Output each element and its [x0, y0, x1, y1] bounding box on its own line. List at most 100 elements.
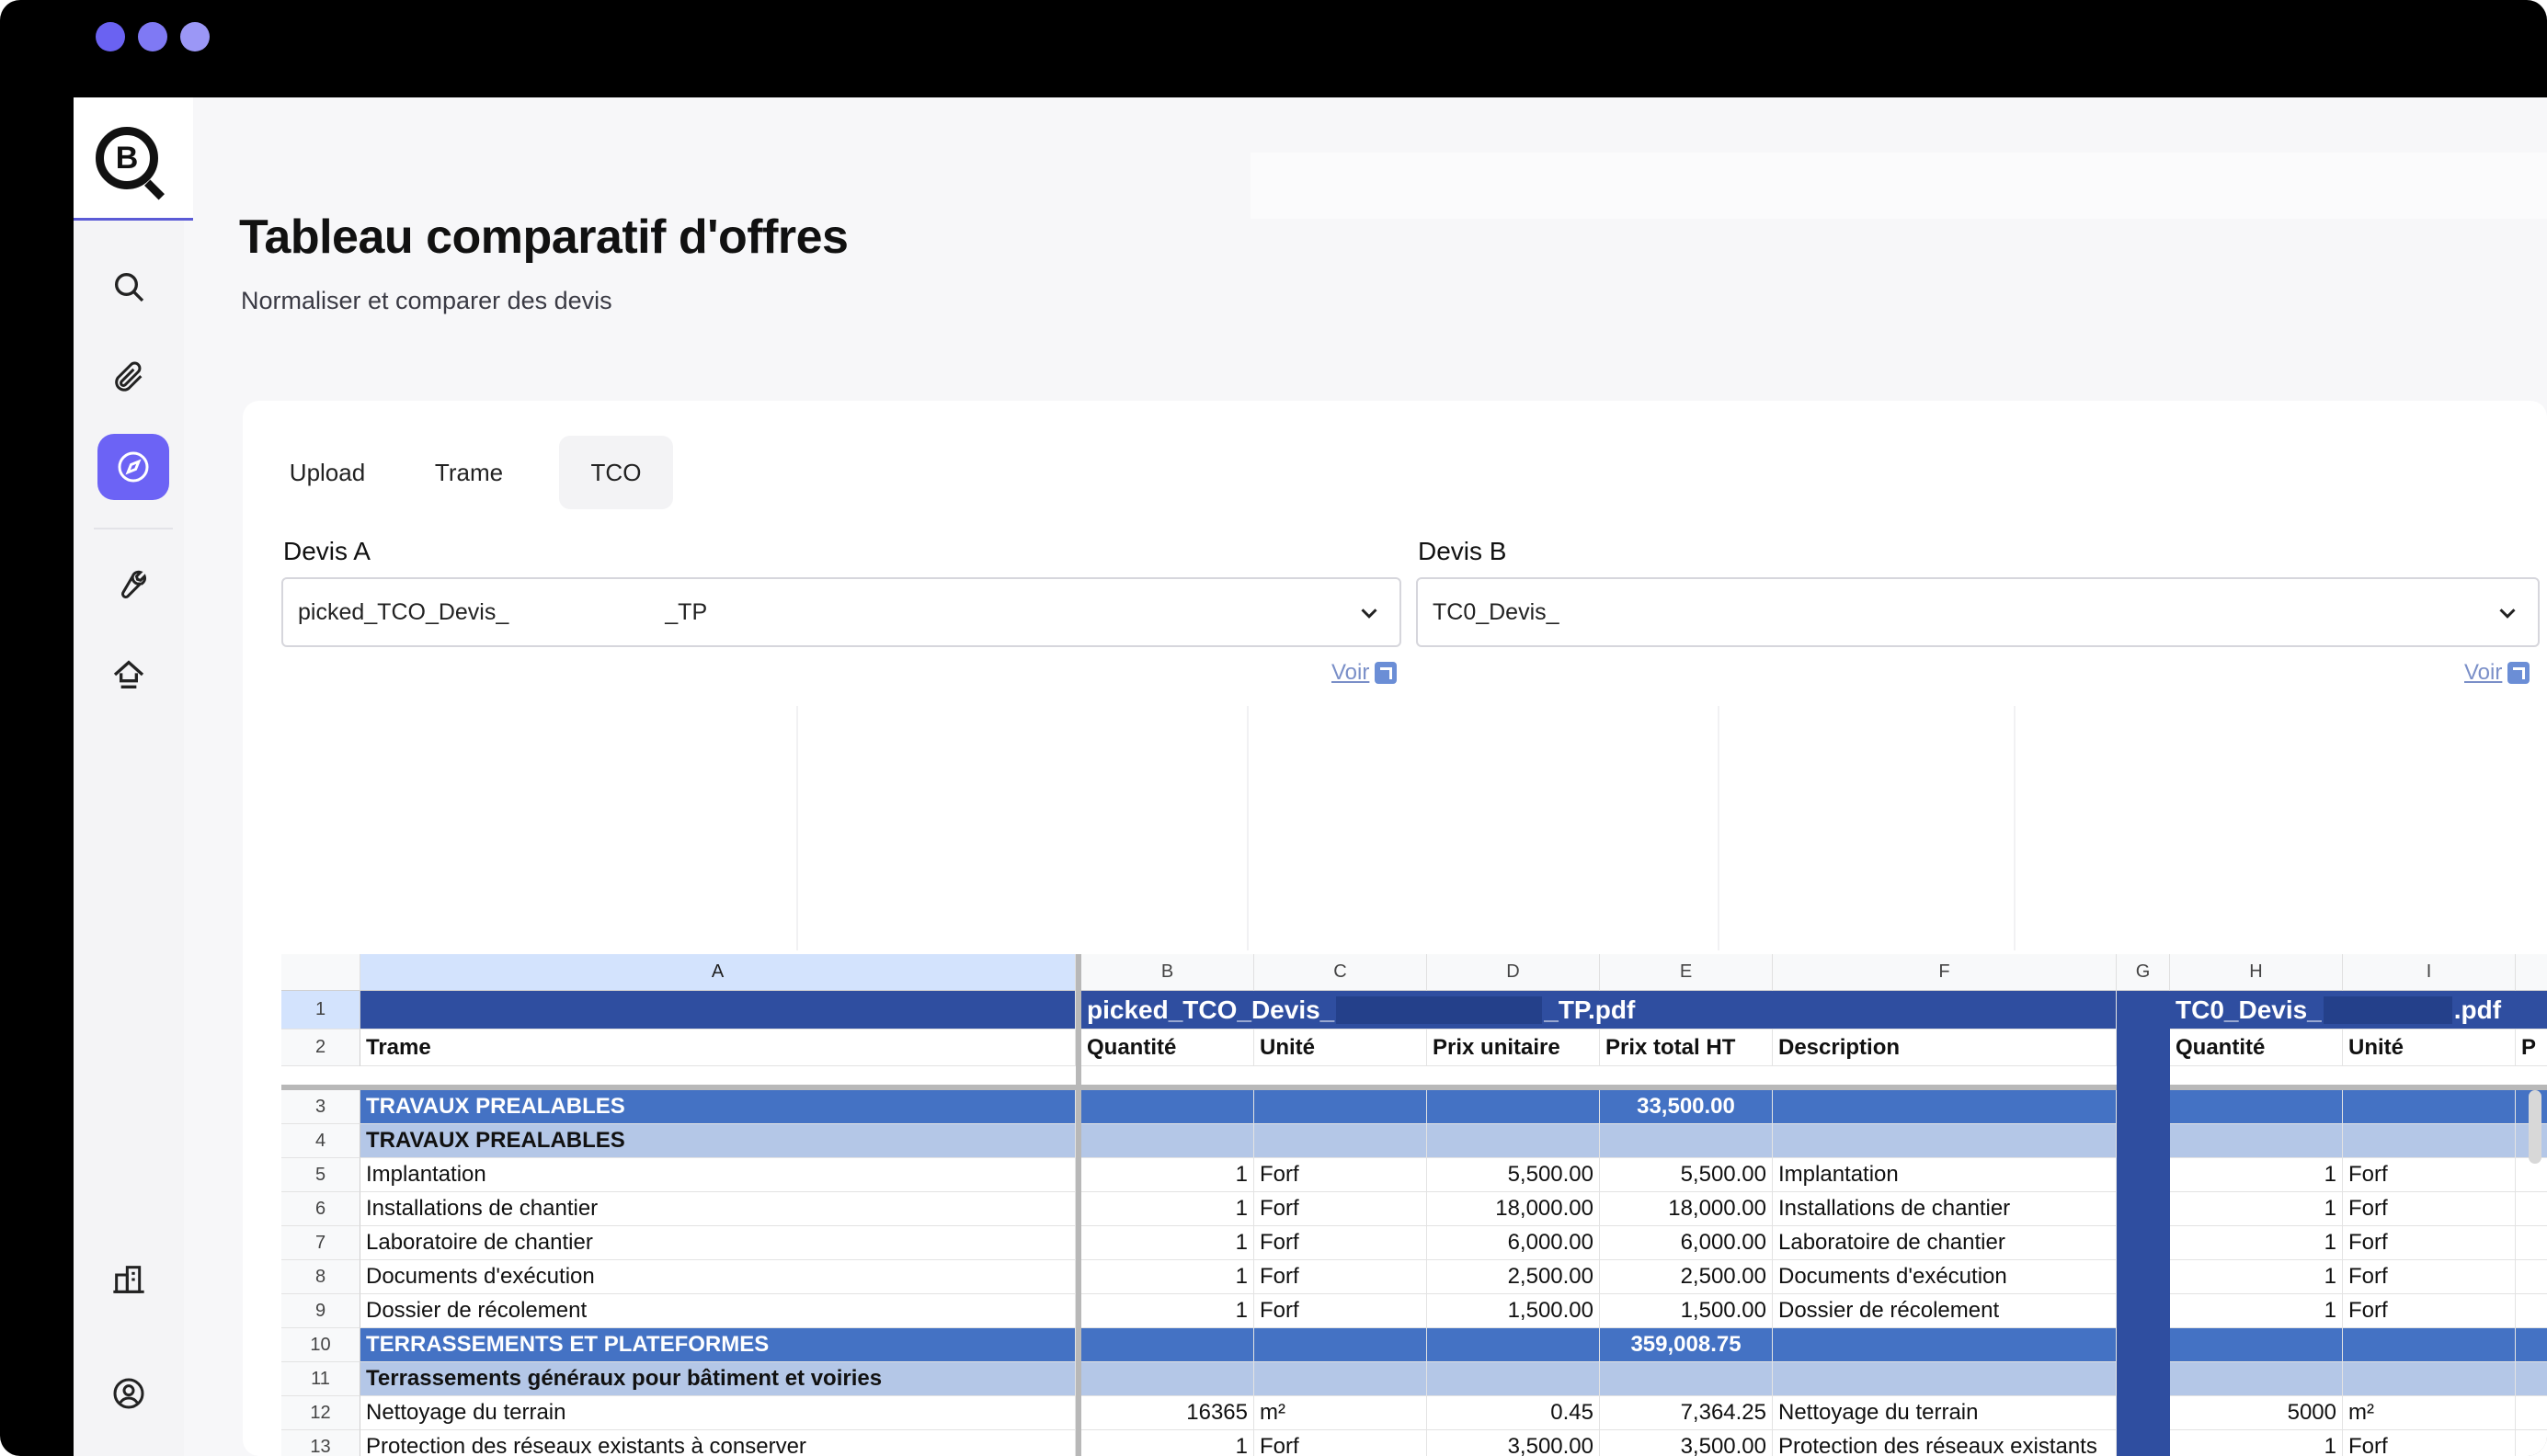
- devis-a-select[interactable]: picked_TCO_Devis_ _TP: [281, 577, 1401, 647]
- section-cell[interactable]: [2343, 1328, 2516, 1362]
- subsection-cell[interactable]: [1600, 1362, 1773, 1396]
- row-header[interactable]: 1: [281, 991, 360, 1029]
- subsection-cell[interactable]: TRAVAUX PREALABLES: [360, 1124, 1076, 1158]
- subsection-cell[interactable]: [1081, 1124, 1254, 1158]
- column-header-e[interactable]: E: [1600, 954, 1773, 991]
- subsection-cell[interactable]: [2343, 1362, 2516, 1396]
- window-dot-2[interactable]: [138, 22, 167, 51]
- table-cell[interactable]: [2516, 1192, 2547, 1226]
- vertical-scrollbar[interactable]: [2529, 1090, 2541, 1164]
- header-quantite[interactable]: Quantité: [1081, 1029, 1254, 1066]
- section-cell[interactable]: 359,008.75: [1600, 1328, 1773, 1362]
- table-cell[interactable]: [2516, 1158, 2547, 1192]
- paperclip-icon[interactable]: [103, 351, 154, 403]
- subsection-cell[interactable]: [1254, 1124, 1427, 1158]
- column-header-f[interactable]: F: [1773, 954, 2117, 991]
- window-dot-3[interactable]: [180, 22, 210, 51]
- table-cell[interactable]: 1: [1081, 1192, 1254, 1226]
- header-p-b[interactable]: P: [2516, 1029, 2547, 1066]
- table-cell[interactable]: [2516, 1226, 2547, 1260]
- subsection-cell[interactable]: [2170, 1362, 2343, 1396]
- table-cell[interactable]: Forf: [2343, 1192, 2516, 1226]
- table-cell[interactable]: Protection des réseaux existants à conse…: [360, 1430, 1076, 1456]
- wrench-icon[interactable]: [103, 559, 154, 610]
- table-cell[interactable]: 1: [1081, 1294, 1254, 1328]
- table-cell[interactable]: 5000: [2170, 1396, 2343, 1430]
- table-cell[interactable]: Forf: [1254, 1192, 1427, 1226]
- table-cell[interactable]: 1: [1081, 1430, 1254, 1456]
- table-cell[interactable]: Laboratoire de chantier: [360, 1226, 1076, 1260]
- table-cell[interactable]: Forf: [2343, 1430, 2516, 1456]
- section-cell[interactable]: [1773, 1090, 2117, 1124]
- devis-b-voir-link[interactable]: Voir: [2464, 660, 2530, 686]
- table-cell[interactable]: Nettoyage du terrain: [1773, 1396, 2117, 1430]
- table-cell[interactable]: 1: [2170, 1158, 2343, 1192]
- table-cell[interactable]: 6,000.00: [1600, 1226, 1773, 1260]
- table-cell[interactable]: 1,500.00: [1427, 1294, 1600, 1328]
- table-cell[interactable]: 3,500.00: [1600, 1430, 1773, 1456]
- table-cell[interactable]: Implantation: [360, 1158, 1076, 1192]
- comparison-spreadsheet[interactable]: A B C D E F G H I 1 picked_TCO_Devis_ _T…: [281, 954, 2547, 1456]
- row-header[interactable]: 4: [281, 1124, 360, 1158]
- row-header[interactable]: 10: [281, 1328, 360, 1362]
- column-header-h[interactable]: H: [2170, 954, 2343, 991]
- table-cell[interactable]: Implantation: [1773, 1158, 2117, 1192]
- header-quantite-b[interactable]: Quantité: [2170, 1029, 2343, 1066]
- file-a-title[interactable]: picked_TCO_Devis_ _TP.pdf: [1081, 991, 2117, 1029]
- row-header[interactable]: 8: [281, 1260, 360, 1294]
- cell-a1[interactable]: [360, 991, 1076, 1029]
- table-cell[interactable]: [2516, 1396, 2547, 1430]
- tab-tco[interactable]: TCO: [559, 436, 673, 509]
- section-cell[interactable]: [1081, 1090, 1254, 1124]
- subsection-cell[interactable]: [1081, 1362, 1254, 1396]
- header-prix-unitaire[interactable]: Prix unitaire: [1427, 1029, 1600, 1066]
- table-cell[interactable]: [2516, 1430, 2547, 1456]
- frozen-column-divider[interactable]: [1076, 954, 1081, 1456]
- subsection-cell[interactable]: [1427, 1362, 1600, 1396]
- table-cell[interactable]: 1: [2170, 1260, 2343, 1294]
- row-header[interactable]: 11: [281, 1362, 360, 1396]
- table-cell[interactable]: 1: [1081, 1260, 1254, 1294]
- column-header-i[interactable]: I: [2343, 954, 2516, 991]
- table-cell[interactable]: 3,500.00: [1427, 1430, 1600, 1456]
- subsection-cell[interactable]: [1773, 1124, 2117, 1158]
- row-header[interactable]: 12: [281, 1396, 360, 1430]
- logo-container[interactable]: B: [74, 97, 193, 221]
- header-trame[interactable]: Trame: [360, 1029, 1076, 1066]
- row-header[interactable]: 3: [281, 1090, 360, 1124]
- table-cell[interactable]: Forf: [2343, 1294, 2516, 1328]
- section-cell[interactable]: [1427, 1328, 1600, 1362]
- section-cell[interactable]: [2170, 1328, 2343, 1362]
- section-cell[interactable]: [1773, 1328, 2117, 1362]
- column-g-filled[interactable]: [2117, 991, 2170, 1456]
- table-cell[interactable]: 1: [1081, 1158, 1254, 1192]
- section-cell[interactable]: [1254, 1328, 1427, 1362]
- section-cell[interactable]: [1081, 1328, 1254, 1362]
- devis-a-voir-link[interactable]: Voir: [1331, 660, 1398, 686]
- frozen-row-divider[interactable]: [281, 1085, 2547, 1090]
- window-dot-1[interactable]: [96, 22, 125, 51]
- table-cell[interactable]: Dossier de récolement: [360, 1294, 1076, 1328]
- row-header[interactable]: 7: [281, 1226, 360, 1260]
- subsection-cell[interactable]: [2516, 1362, 2547, 1396]
- table-cell[interactable]: 1: [2170, 1226, 2343, 1260]
- table-cell[interactable]: Documents d'exécution: [1773, 1260, 2117, 1294]
- table-cell[interactable]: Documents d'exécution: [360, 1260, 1076, 1294]
- column-header-a[interactable]: A: [360, 954, 1076, 991]
- table-cell[interactable]: Forf: [1254, 1294, 1427, 1328]
- table-cell[interactable]: Forf: [2343, 1226, 2516, 1260]
- subsection-cell[interactable]: [1427, 1124, 1600, 1158]
- table-cell[interactable]: Forf: [1254, 1430, 1427, 1456]
- section-cell[interactable]: TRAVAUX PREALABLES: [360, 1090, 1076, 1124]
- table-cell[interactable]: 1: [2170, 1294, 2343, 1328]
- table-cell[interactable]: 1: [2170, 1192, 2343, 1226]
- upload-home-icon[interactable]: [103, 649, 154, 700]
- tab-upload[interactable]: Upload: [289, 458, 366, 486]
- section-cell[interactable]: 33,500.00: [1600, 1090, 1773, 1124]
- tab-trame[interactable]: Trame: [434, 458, 504, 486]
- table-cell[interactable]: 18,000.00: [1427, 1192, 1600, 1226]
- section-cell[interactable]: [1254, 1090, 1427, 1124]
- table-cell[interactable]: 7,364.25: [1600, 1396, 1773, 1430]
- subsection-cell[interactable]: [1773, 1362, 2117, 1396]
- column-header-d[interactable]: D: [1427, 954, 1600, 991]
